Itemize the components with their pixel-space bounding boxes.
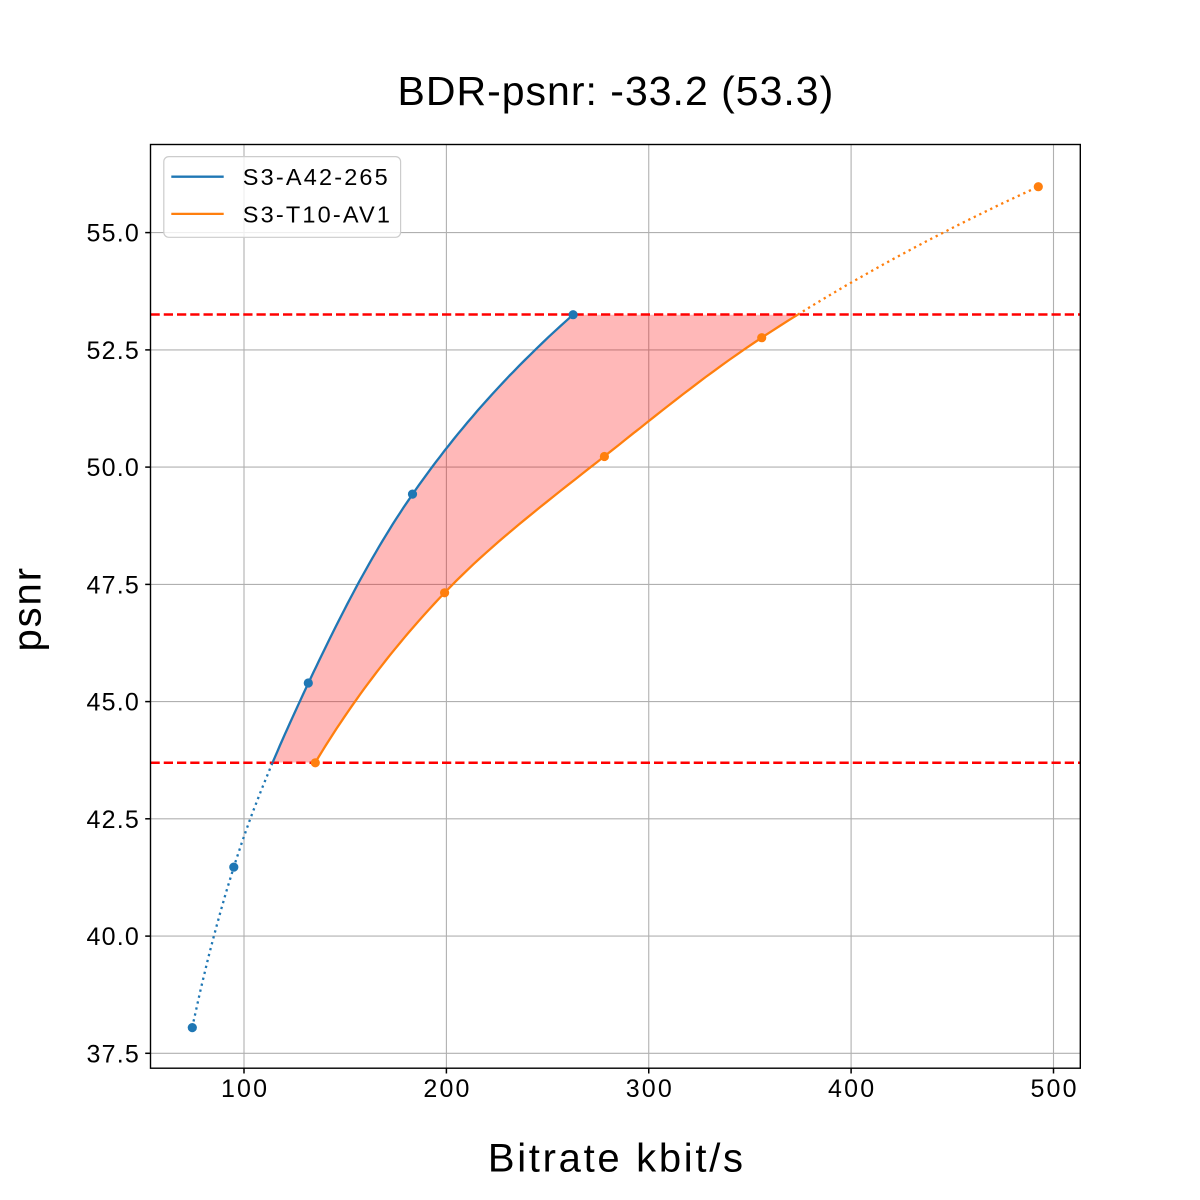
svg-text:500: 500 xyxy=(1030,1075,1078,1103)
svg-text:55.0: 55.0 xyxy=(87,220,140,248)
svg-text:300: 300 xyxy=(626,1075,674,1103)
svg-text:42.5: 42.5 xyxy=(87,806,140,834)
svg-text:40.0: 40.0 xyxy=(87,923,140,951)
svg-text:400: 400 xyxy=(828,1075,876,1103)
svg-text:47.5: 47.5 xyxy=(87,572,140,600)
svg-text:37.5: 37.5 xyxy=(87,1040,140,1068)
svg-text:45.0: 45.0 xyxy=(87,689,140,717)
svg-text:Bitrate kbit/s: Bitrate kbit/s xyxy=(488,1137,746,1181)
svg-text:100: 100 xyxy=(221,1075,269,1103)
svg-text:52.5: 52.5 xyxy=(87,337,140,365)
svg-text:S3-A42-265: S3-A42-265 xyxy=(243,164,390,190)
svg-text:50.0: 50.0 xyxy=(87,454,140,482)
svg-text:200: 200 xyxy=(423,1075,471,1103)
svg-text:S3-T10-AV1: S3-T10-AV1 xyxy=(243,201,392,227)
svg-text:psnr: psnr xyxy=(6,566,50,651)
svg-text:BDR-psnr: -33.2 (53.3): BDR-psnr: -33.2 (53.3) xyxy=(398,68,835,114)
